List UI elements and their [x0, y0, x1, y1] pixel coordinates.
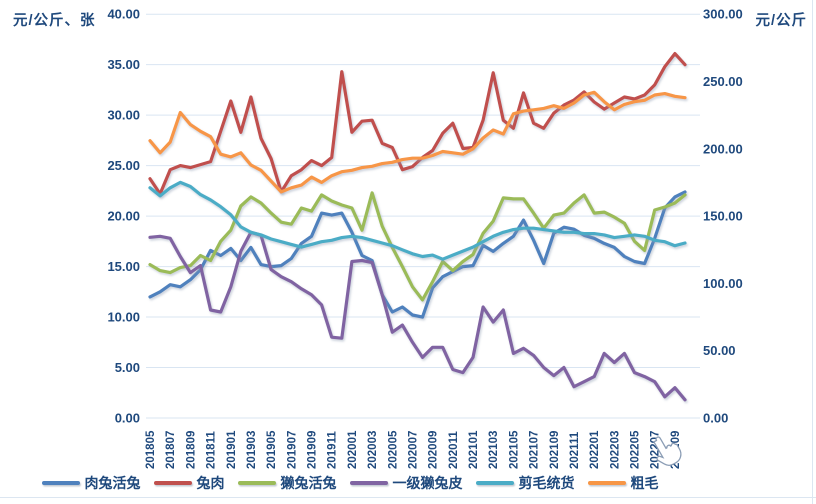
x-axis-tick: 202109	[549, 431, 561, 469]
x-axis-tick: 202201	[589, 430, 601, 469]
left-axis-tick: 0.00	[115, 411, 140, 426]
x-axis-tick: 202101	[468, 430, 480, 469]
x-axis-tick: 202005	[387, 430, 399, 469]
x-axis-tick: 201905	[266, 430, 278, 469]
x-axis-tick: 201811	[206, 431, 218, 469]
right-axis-tick: 200.00	[703, 141, 743, 156]
x-axis-tick: 202111	[569, 431, 581, 469]
series-line-grade1-rex-pelt[interactable]	[148, 230, 687, 402]
left-axis-tick: 10.00	[107, 310, 140, 325]
left-axis-tick: 5.00	[115, 360, 140, 375]
legend-item-grade1-rex-pelt[interactable]: 一级獭兔皮	[349, 473, 463, 493]
x-axis-tick: 201805	[145, 430, 157, 469]
x-axis-tick: 202205	[630, 430, 642, 469]
x-axis-tick: 202103	[488, 431, 500, 469]
legend-item-rabbit-meat[interactable]: 兔肉	[153, 473, 225, 493]
legend-label: 剪毛统货	[518, 475, 575, 491]
legend-label: 兔肉	[196, 475, 225, 491]
x-axis-tick: 202105	[508, 430, 520, 469]
series-line-coarse-wool[interactable]	[148, 90, 687, 194]
coarse-wool-swatch-icon	[587, 480, 626, 486]
right-axis-tick: 150.00	[703, 209, 743, 224]
hand-cursor-icon	[653, 436, 682, 466]
series-line-rex-rabbit-live[interactable]	[148, 191, 687, 302]
grade1-rex-pelt-swatch-icon	[349, 480, 388, 486]
legend-label: 粗毛	[630, 475, 659, 491]
series-line-sheared-wool[interactable]	[148, 180, 687, 261]
x-axis-tick: 201907	[286, 431, 298, 469]
legend: 肉兔活兔 兔肉 獭兔活兔 一级獭兔皮 剪毛统货 粗毛	[0, 473, 700, 493]
x-axis-tick: 202009	[428, 431, 440, 469]
left-axis-tick: 25.00	[107, 158, 140, 173]
legend-label: 一级獭兔皮	[392, 475, 463, 491]
rabbit-meat-swatch-icon	[153, 480, 192, 486]
series-line-rabbit-meat[interactable]	[148, 51, 687, 196]
meat-rabbit-live-swatch-icon	[41, 480, 80, 486]
x-axis-tick: 202011	[448, 431, 460, 469]
x-axis-tick: 201901	[226, 430, 238, 469]
right-axis-tick: 100.00	[703, 276, 743, 291]
worksheet-gridline-vertical	[812, 0, 813, 504]
legend-label: 肉兔活兔	[84, 475, 141, 491]
left-axis-tick: 30.00	[107, 108, 140, 123]
x-axis-tick: 201909	[307, 431, 319, 469]
x-axis-tick: 201809	[185, 431, 197, 469]
rex-rabbit-live-swatch-icon	[237, 480, 276, 486]
right-axis-tick: 0.00	[703, 411, 728, 426]
worksheet-gridline-horizontal	[0, 497, 816, 498]
left-axis-title: 元/公斤、张	[13, 13, 96, 29]
legend-item-coarse-wool[interactable]: 粗毛	[587, 473, 659, 493]
left-axis-tick: 20.00	[107, 209, 140, 224]
x-axis-tick: 201807	[165, 431, 177, 469]
x-axis-tick: 201903	[246, 431, 258, 469]
left-axis-tick: 15.00	[107, 259, 140, 274]
legend-label: 獭兔活兔	[280, 475, 337, 491]
x-axis-tick: 202203	[609, 431, 621, 469]
x-axis-tick: 202107	[529, 431, 541, 469]
right-axis-title: 元/公斤	[755, 13, 807, 29]
x-axis-tick: 202007	[407, 431, 419, 469]
legend-item-meat-rabbit-live[interactable]: 肉兔活兔	[41, 473, 141, 493]
legend-item-rex-rabbit-live[interactable]: 獭兔活兔	[237, 473, 337, 493]
right-axis-tick: 300.00	[703, 7, 743, 22]
right-axis-tick: 250.00	[703, 74, 743, 89]
left-axis-tick: 40.00	[107, 7, 140, 22]
x-axis-tick: 201911	[327, 431, 339, 469]
right-axis-tick: 50.00	[703, 343, 736, 358]
x-axis-tick: 202003	[367, 431, 379, 469]
legend-item-sheared-wool[interactable]: 剪毛统货	[475, 473, 575, 493]
left-axis-tick: 35.00	[107, 57, 140, 72]
sheared-wool-swatch-icon	[475, 480, 514, 486]
x-axis-tick: 202001	[347, 430, 359, 469]
